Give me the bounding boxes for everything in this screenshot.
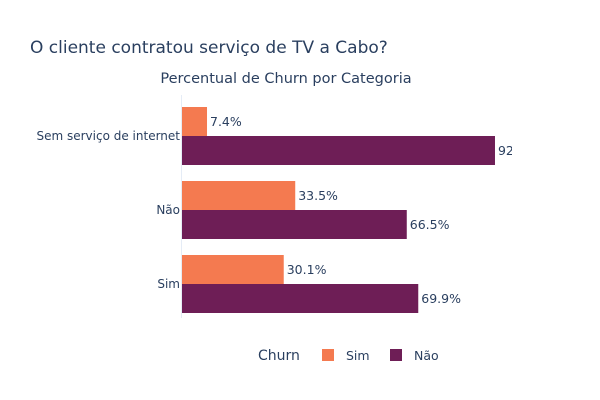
- data-label-sim-sim: 30.1%: [287, 262, 327, 277]
- bar-nao-sem-servico-de-internet: [182, 136, 495, 165]
- legend-label-nao[interactable]: Não: [414, 348, 439, 363]
- bar-sim-nao: [182, 181, 296, 210]
- y-tick-label-sem-servico-de-internet: Sem serviço de internet: [36, 129, 180, 143]
- legend: Churn Sim Não: [258, 348, 439, 364]
- data-label-sim-sem-servico-de-internet: 7.4%: [210, 114, 242, 129]
- bar-nao-sim: [182, 284, 419, 313]
- y-axis-ticks: Sem serviço de internet Não Sim: [36, 129, 180, 291]
- chart-subtitle: Percentual de Churn por Categoria: [160, 71, 411, 87]
- data-label-nao-sim: 69.9%: [421, 291, 461, 306]
- y-tick-label-nao: Não: [156, 203, 180, 217]
- plot-area: 7.4% 92.6% 33.5% 66.5% 30.1% 69.9%: [182, 107, 538, 313]
- bar-sim-sem-servico-de-internet: [182, 107, 208, 136]
- legend-label-sim[interactable]: Sim: [346, 348, 370, 363]
- y-tick-label-sim: Sim: [157, 277, 180, 291]
- legend-title: Churn: [258, 348, 300, 364]
- chart-main-title: O cliente contratou serviço de TV a Cabo…: [30, 38, 388, 58]
- data-label-nao-sem-servico-de-internet: 92.6%: [498, 143, 538, 158]
- bar-nao-nao: [182, 210, 407, 239]
- data-label-sim-nao: 33.5%: [298, 188, 338, 203]
- data-label-nao-nao: 66.5%: [410, 217, 450, 232]
- bar-sim-sim: [182, 255, 284, 284]
- legend-swatch-sim[interactable]: [322, 349, 334, 361]
- legend-swatch-nao[interactable]: [390, 349, 402, 361]
